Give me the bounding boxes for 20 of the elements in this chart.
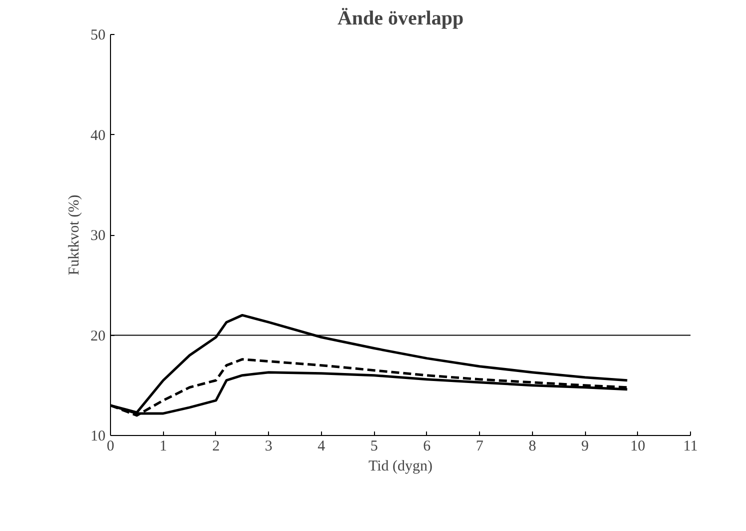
y-tick-label: 20 (90, 328, 106, 344)
x-tick-label: 11 (683, 438, 698, 454)
y-tick-label: 50 (90, 28, 106, 44)
chart-title: Ände överlapp (337, 8, 464, 30)
x-tick-label: 3 (264, 438, 272, 454)
x-tick-label: 8 (528, 438, 536, 454)
x-tick-label: 2 (212, 438, 220, 454)
x-tick-label: 4 (318, 438, 326, 454)
x-tick-label: 7 (476, 438, 484, 454)
x-tick-label: 1 (159, 438, 167, 454)
x-tick-label: 0 (106, 438, 114, 454)
x-tick-label: 9 (581, 438, 589, 454)
x-tick-label: 6 (423, 438, 432, 454)
y-tick-label: 40 (90, 128, 106, 144)
x-tick-label: 5 (370, 438, 378, 454)
y-tick-label: 10 (90, 428, 106, 444)
y-tick-label: 30 (90, 228, 106, 244)
y-axis-title: Fuktkvot (%) (66, 194, 82, 276)
x-axis-title: Tid (dygn) (368, 458, 433, 474)
x-tick-label: 10 (630, 438, 646, 454)
